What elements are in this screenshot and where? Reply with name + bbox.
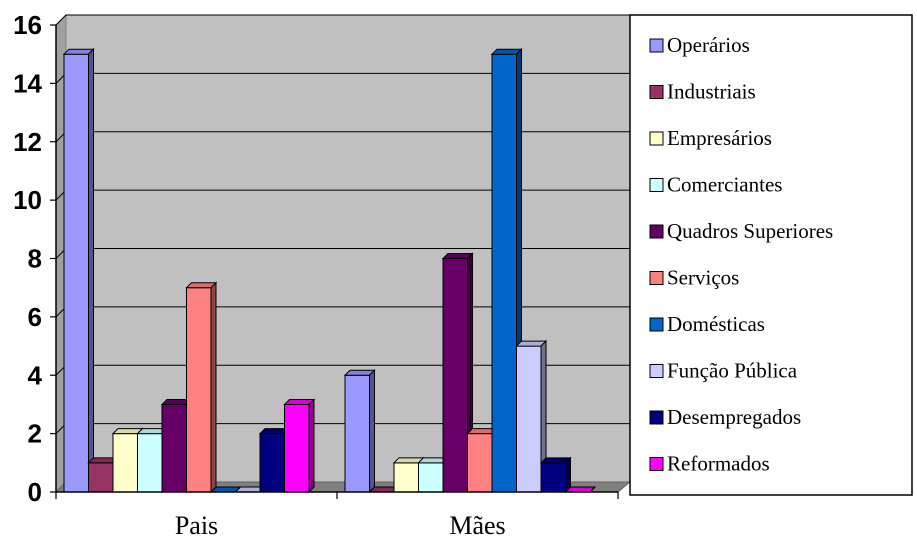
bar-front	[393, 462, 419, 493]
legend-item: Domésticas	[649, 312, 765, 336]
bar-side	[369, 369, 375, 494]
bar-front	[88, 462, 114, 493]
legend-swatch	[649, 410, 664, 425]
bar-front	[63, 53, 89, 493]
legend-swatch	[649, 178, 664, 192]
y-tick-label: 16	[13, 10, 42, 40]
legend-label: Operários	[667, 33, 750, 57]
bar-front	[540, 462, 566, 493]
y-tick-label: 4	[28, 360, 43, 390]
axes-group: 0 2 4 6 8 10 12 14 16 Pais Mães	[13, 10, 619, 540]
legend-swatch	[649, 271, 664, 285]
legend: Operários Industriais Empresários Comercian…	[629, 14, 913, 496]
x-tick-label: Pais	[175, 511, 218, 540]
legend-label: Comerciantes	[667, 173, 782, 197]
legend-item: Reformados	[649, 452, 770, 476]
y-tick-label: 8	[28, 244, 42, 274]
bar	[62, 47, 95, 494]
y-tick-label: 6	[28, 302, 42, 332]
legend-frame	[629, 14, 913, 496]
bar-side	[589, 486, 596, 493]
legend-label: Empresários	[667, 126, 772, 150]
legend-item: Quadros Superiores	[649, 219, 833, 243]
legend-swatch	[649, 131, 664, 146]
legend-item: Desempregados	[649, 405, 801, 429]
legend-item: Empresários	[649, 126, 772, 150]
bar-front	[259, 433, 285, 493]
bar-side	[565, 456, 571, 494]
bar-side	[88, 47, 94, 494]
y-tick-label: 12	[13, 127, 42, 157]
x-tick-label: Mães	[449, 511, 505, 540]
bar-front	[112, 433, 138, 493]
bar-front	[186, 287, 212, 493]
legend-label: Função Pública	[667, 359, 798, 383]
legend-swatch	[649, 224, 664, 239]
bar-front	[284, 403, 310, 493]
legend-swatch	[649, 317, 664, 332]
y-tick-label: 10	[13, 185, 42, 215]
legend-item: Função Pública	[649, 359, 798, 383]
legend-item: Serviços	[649, 266, 739, 290]
bar-front	[467, 433, 493, 493]
bar	[539, 456, 572, 494]
legend-label: Desempregados	[667, 405, 801, 429]
legend-item: Industriais	[649, 80, 756, 104]
legend-item: Operários	[649, 33, 750, 57]
bar-side	[308, 398, 315, 494]
legend-label: Industriais	[667, 80, 756, 104]
bar	[343, 369, 376, 494]
bar-front	[137, 433, 163, 493]
bar-front	[418, 462, 444, 493]
legend-label: Serviços	[667, 266, 739, 290]
bar-front	[516, 345, 542, 493]
legend-label: Quadros Superiores	[667, 219, 833, 243]
gridline-side	[55, 14, 67, 26]
bar-front	[442, 258, 468, 493]
bar-front	[161, 403, 187, 493]
bar	[515, 339, 548, 494]
y-tick-label: 0	[28, 477, 42, 507]
bar-front	[491, 53, 517, 493]
legend-swatch	[649, 364, 664, 378]
legend-swatch	[649, 38, 664, 53]
legend-label: Reformados	[667, 452, 770, 476]
y-tick-label: 14	[13, 68, 42, 98]
bars-group	[62, 47, 597, 494]
y-tick-label: 2	[28, 419, 42, 449]
legend-label: Domésticas	[667, 312, 765, 336]
legend-item: Comerciantes	[649, 173, 782, 197]
legend-swatch	[649, 457, 664, 471]
legend-swatch	[649, 85, 664, 99]
bar-side	[210, 281, 217, 494]
bar	[283, 398, 316, 494]
bar-front	[344, 374, 370, 493]
bar	[185, 281, 218, 494]
